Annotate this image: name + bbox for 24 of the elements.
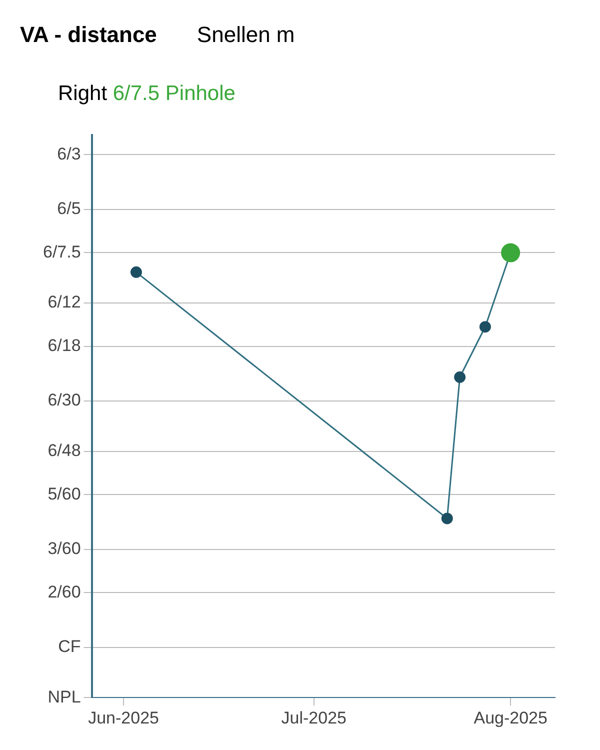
y-tick-label: 3/60: [48, 538, 81, 558]
y-tick-label: 6/30: [48, 390, 81, 410]
chart-title: VA - distance: [20, 22, 157, 47]
chart-subtitle: Snellen m: [196, 22, 295, 47]
y-tick-label: 6/3: [57, 144, 81, 164]
y-tick-label: NPL: [48, 687, 81, 706]
y-tick-label: 6/12: [48, 292, 81, 312]
point: [501, 243, 520, 262]
y-tick-label: 6/18: [48, 336, 81, 356]
point: [479, 321, 491, 333]
x-tick-label: Jul-2025: [281, 708, 346, 728]
point: [454, 371, 466, 383]
y-tick-label: 5/60: [48, 484, 81, 504]
x-tick-label: Jun-2025: [88, 708, 159, 728]
point: [441, 512, 453, 524]
point: [130, 266, 142, 278]
y-tick-label: CF: [58, 637, 81, 656]
y-tick-label: 6/7.5: [43, 242, 81, 262]
y-tick-label: 6/48: [48, 440, 81, 460]
x-tick-label: Aug-2025: [474, 708, 548, 728]
text: Right: [58, 82, 108, 105]
y-tick-label: 6/5: [57, 199, 81, 218]
text: 6/7.5 Pinhole: [112, 82, 236, 105]
y-tick-label: 2/60: [48, 582, 81, 602]
